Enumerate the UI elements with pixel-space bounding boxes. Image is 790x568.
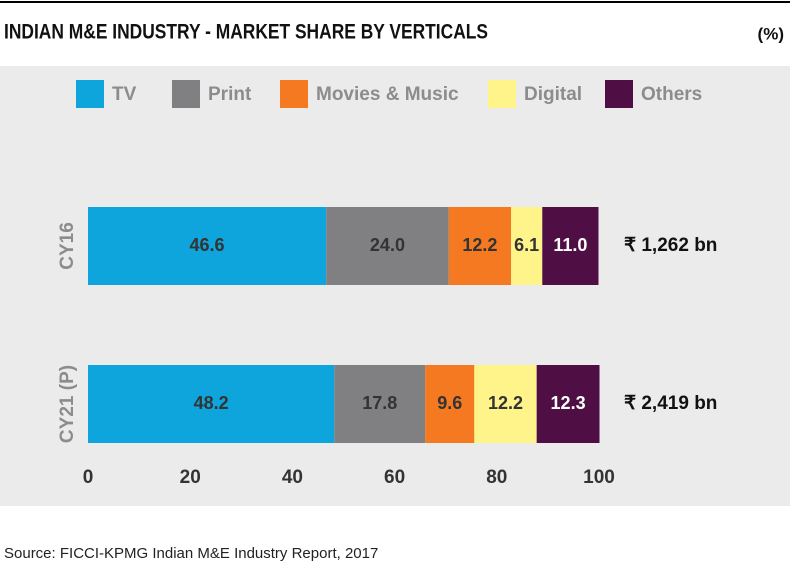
x-tick-label: 40 — [282, 467, 303, 488]
bar-segment — [326, 207, 449, 285]
data-label: 12.2 — [462, 235, 497, 255]
source: Source: FICCI-KPMG Indian M&E Industry R… — [4, 545, 378, 562]
total-label: ₹ 1,262 bn — [624, 235, 717, 256]
data-label: 24.0 — [370, 235, 405, 255]
data-label: 11.0 — [553, 235, 587, 255]
chart-title: INDIAN M&E INDUSTRY - MARKET SHARE BY VE… — [4, 21, 488, 44]
data-label: 17.8 — [362, 393, 397, 413]
bar-segment — [536, 365, 600, 443]
x-tick-label: 100 — [583, 467, 615, 488]
unit-label: (%) — [758, 24, 784, 43]
category-label: CY21 (P) — [57, 365, 78, 443]
legend-label: Movies & Music — [316, 84, 459, 105]
bar-segment — [88, 207, 327, 285]
data-label: 12.2 — [488, 393, 523, 413]
data-label: 9.6 — [437, 393, 462, 413]
x-tick-label: 0 — [83, 467, 94, 488]
legend-label: Print — [208, 84, 252, 105]
bar-segment — [542, 207, 599, 285]
x-tick-label: 60 — [384, 467, 405, 488]
data-label: 6.1 — [514, 235, 539, 255]
bar-segment — [511, 207, 543, 285]
bar-segment — [448, 207, 512, 285]
bar-segment — [334, 365, 426, 443]
legend-swatch — [488, 80, 516, 108]
data-label: 48.2 — [194, 393, 229, 413]
legend-label: Others — [641, 84, 702, 105]
legend-label: Digital — [524, 84, 582, 105]
legend-swatch — [605, 80, 633, 108]
category-label: CY16 — [57, 222, 78, 270]
bar-segment — [88, 365, 335, 443]
legend-label: TV — [112, 84, 137, 105]
x-tick-label: 20 — [180, 467, 201, 488]
legend-swatch — [280, 80, 308, 108]
total-label: ₹ 2,419 bn — [624, 393, 717, 414]
legend-swatch — [76, 80, 104, 108]
legend-swatch — [172, 80, 200, 108]
x-tick-label: 80 — [486, 467, 507, 488]
bar-segment — [425, 365, 475, 443]
data-label: 12.3 — [551, 393, 586, 413]
data-label: 46.6 — [190, 235, 225, 255]
bar-segment — [474, 365, 537, 443]
